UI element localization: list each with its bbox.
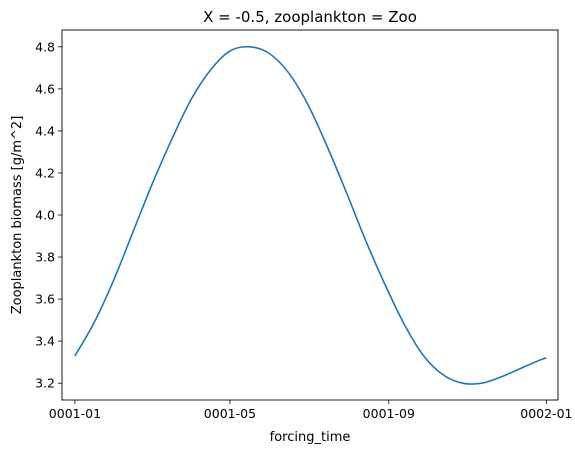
plot-area-frame xyxy=(61,29,559,401)
chart-title: X = -0.5, zooplankton = Zoo xyxy=(203,8,417,26)
x-axis-label: forcing_time xyxy=(270,430,351,445)
y-tick-label: 4.0 xyxy=(35,208,55,223)
series-line xyxy=(74,45,547,385)
y-tick-label: 4.2 xyxy=(35,165,55,180)
y-tick-label: 3.8 xyxy=(35,250,55,265)
y-tick-label: 3.2 xyxy=(35,376,55,391)
y-axis-label: Zooplankton biomass [g/m^2] xyxy=(10,116,25,315)
y-tick-label: 3.6 xyxy=(35,292,55,307)
x-tick-label: 0001-05 xyxy=(204,406,256,421)
y-tick-label: 3.4 xyxy=(35,334,55,349)
x-tick-label: 0002-01 xyxy=(520,406,572,421)
y-tick-label: 4.4 xyxy=(35,123,55,138)
x-tick-label: 0001-01 xyxy=(49,406,101,421)
x-tick-label: 0001-09 xyxy=(363,406,415,421)
y-tick-label: 4.8 xyxy=(35,39,55,54)
y-tick-label: 4.6 xyxy=(35,81,55,96)
